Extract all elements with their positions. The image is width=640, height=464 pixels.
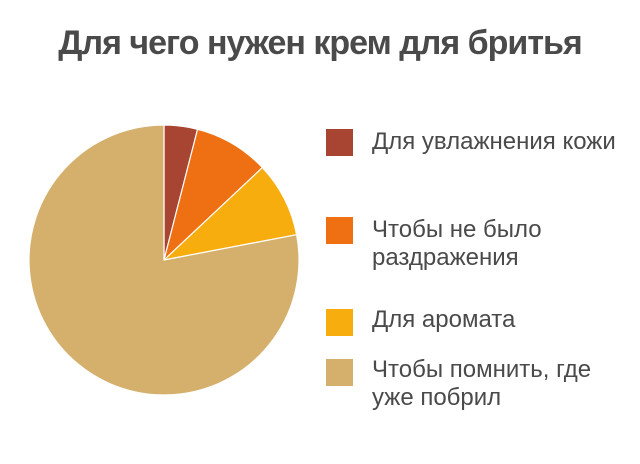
pie-slice-remember bbox=[28, 124, 300, 396]
legend-swatch-moisturize bbox=[326, 129, 353, 156]
legend-swatch-no-irritation bbox=[326, 217, 353, 244]
legend-label-aroma: Для аромата bbox=[372, 306, 516, 333]
pie-chart bbox=[22, 118, 306, 402]
legend-label-no-irritation: Чтобы не было раздражения bbox=[372, 216, 542, 271]
legend-swatch-remember bbox=[326, 359, 353, 386]
legend-label-remember: Чтобы помнить, где уже побрил bbox=[372, 356, 592, 411]
pie-chart-svg bbox=[28, 124, 300, 396]
chart-title: Для чего нужен крем для бритья bbox=[58, 24, 582, 62]
legend-swatch-aroma bbox=[326, 309, 353, 336]
legend-label-moisturize: Для увлажнения кожи bbox=[372, 128, 616, 155]
